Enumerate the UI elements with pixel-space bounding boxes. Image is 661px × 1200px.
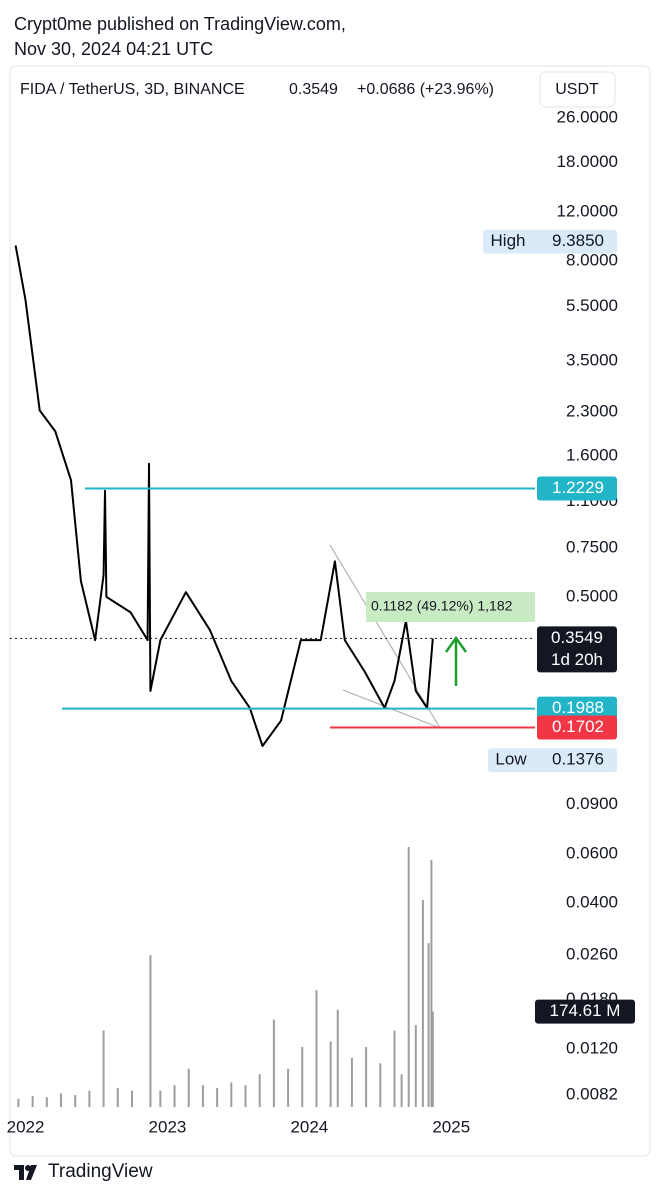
volume-bar (365, 1046, 368, 1107)
low-label: 0.1376 (552, 750, 604, 769)
volume-bar (400, 1074, 403, 1107)
currency-button[interactable] (539, 71, 616, 108)
volume-bar (301, 1046, 304, 1107)
current-price-label: 0.3549 (551, 628, 603, 647)
y-tick-label: 26.0000 (557, 108, 618, 127)
current-badge (537, 626, 617, 673)
volume-bar (74, 1094, 77, 1107)
volume-bar (159, 1090, 162, 1107)
y-tick-label: 18.0000 (557, 152, 618, 171)
symbol: FIDA / TetherUS, 3D, BINANCE (20, 81, 245, 98)
y-tick-label: 2.3000 (566, 401, 618, 420)
x-tick-label: 2024 (290, 1117, 328, 1136)
y-tick-label: 5.5000 (566, 296, 618, 315)
volume-bar (393, 1030, 396, 1107)
volume-bar (216, 1087, 219, 1107)
y-tick-label: 12.0000 (557, 201, 618, 220)
countdown: 1d 20h (551, 650, 603, 669)
volume-bar (414, 1025, 417, 1107)
price-line (14, 245, 434, 747)
volume-bar (88, 1090, 91, 1107)
level-badge (537, 715, 617, 740)
y-tick-label: 1.6000 (566, 445, 618, 464)
volume-bar (258, 1074, 261, 1107)
high-badge (483, 229, 617, 254)
logo (14, 1165, 37, 1180)
volume-bar (431, 1011, 434, 1107)
volume-bar (45, 1097, 48, 1107)
y-tick-label: 0.0400 (566, 892, 618, 911)
volume-bar (60, 1093, 63, 1107)
y-tick-label: 8.0000 (566, 250, 618, 269)
high-label: 9.3850 (552, 231, 604, 250)
level-label: 0.1988 (552, 698, 604, 717)
volume-bar (116, 1087, 119, 1107)
measure-box (366, 592, 535, 622)
brand: TradingView (48, 1161, 153, 1182)
y-tick-label: 0.0900 (566, 794, 618, 813)
date-line: Nov 30, 2024 04:21 UTC (14, 39, 213, 59)
x-tick-label: 2022 (7, 1117, 45, 1136)
volume-label: 174.61 M (550, 1001, 621, 1020)
target-arrow (444, 635, 468, 686)
volume-bar (421, 900, 424, 1107)
volume-bar (102, 1030, 105, 1107)
volume-bar (430, 860, 433, 1107)
level-label: 0.1702 (552, 717, 604, 736)
y-tick-label: 0.0120 (566, 1038, 618, 1057)
high-name: High (491, 231, 526, 250)
volume-bar (427, 943, 430, 1107)
volume-bar (244, 1085, 247, 1107)
volume-bar (272, 1019, 275, 1107)
volume-bar (350, 1057, 353, 1107)
x-tick-label: 2025 (432, 1117, 470, 1136)
price-change: +0.0686 (+23.96%) (357, 81, 494, 98)
price-axis: 26.0000 18.0000 12.0000 8.0000 5.5000 3.5000 2… (483, 108, 635, 1103)
y-tick-label: 0.0600 (566, 843, 618, 862)
volume-bar (329, 1041, 332, 1107)
last-price: 0.3549 (289, 81, 338, 98)
level-badge (537, 476, 617, 501)
volume-bar (336, 1009, 339, 1107)
y-tick-label: 0.0082 (566, 1084, 618, 1103)
volume-bar (17, 1098, 20, 1107)
plot: 0.1182 (49.12%) 1,182 (10, 245, 535, 1107)
volume-bar (149, 955, 152, 1107)
measure-text: 0.1182 (49.12%) 1,182 (371, 598, 513, 614)
volume-bar (201, 1085, 204, 1107)
currency[interactable]: USDT (555, 81, 599, 98)
chart-frame (9, 65, 651, 1157)
low-badge (488, 748, 617, 773)
wedge-line (329, 544, 441, 729)
level-badge (537, 696, 617, 721)
volume-bar (130, 1090, 133, 1107)
x-tick-label: 2023 (149, 1117, 187, 1136)
volume-bar (173, 1085, 176, 1107)
y-tick-label: 0.0260 (566, 945, 618, 964)
volume-bar (230, 1082, 233, 1107)
level-label: 1.2229 (552, 478, 604, 497)
low-name: Low (495, 750, 527, 769)
y-tick-label: 3.5000 (566, 351, 618, 370)
volume-bar (407, 847, 410, 1107)
y-tick-label: 0.7500 (566, 537, 618, 556)
y-tick-label: 0.5000 (566, 586, 618, 605)
volume-bar (287, 1068, 290, 1107)
volume-badge (535, 999, 635, 1024)
volume-bar (31, 1096, 34, 1107)
volume-bar (379, 1063, 382, 1107)
volume-bar (315, 990, 318, 1107)
volume-bar (187, 1068, 190, 1107)
author-line: Crypt0me published on TradingView.com, (14, 14, 346, 34)
